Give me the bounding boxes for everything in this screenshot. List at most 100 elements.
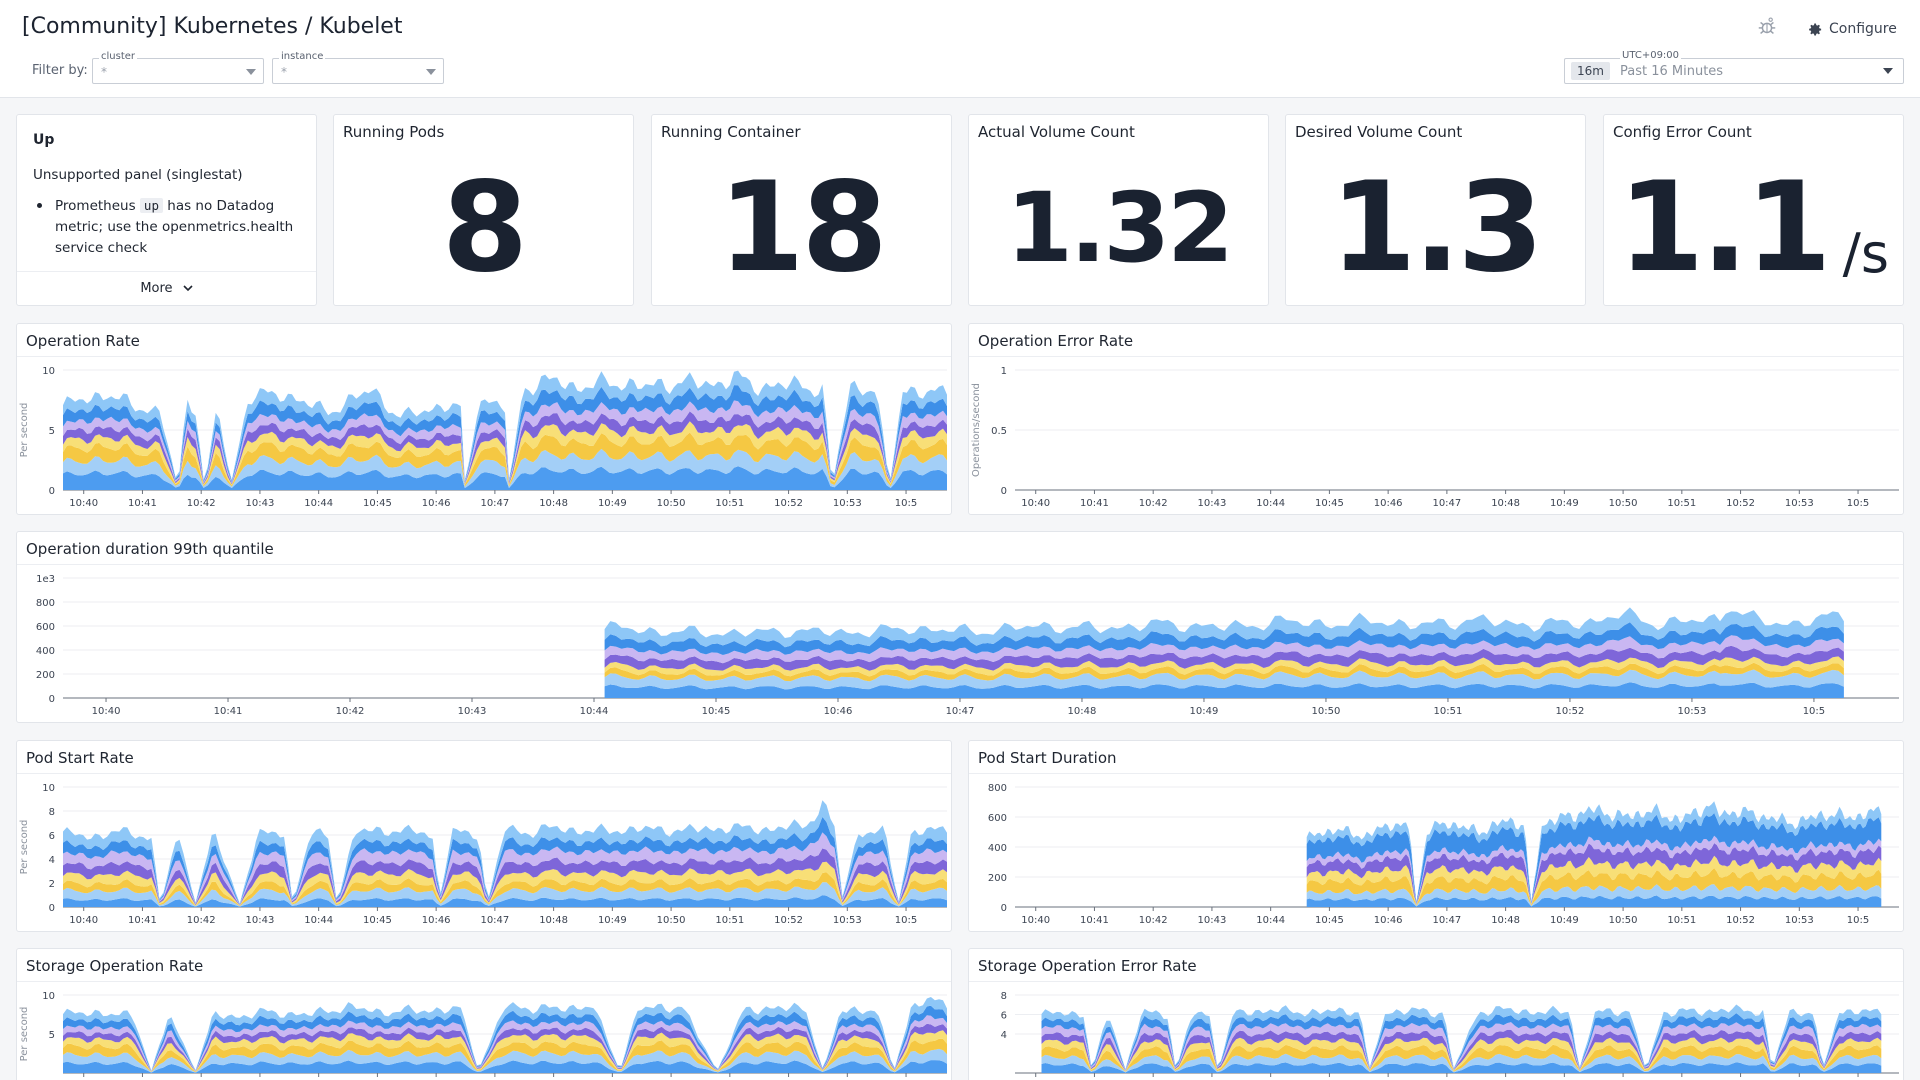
stat-panel-running-container: Running Container 18 xyxy=(651,114,952,306)
panel-title: Desired Volume Count xyxy=(1295,123,1463,141)
cluster-variable-value: * xyxy=(101,65,107,79)
x-tick-label: 10:5 xyxy=(1847,498,1869,509)
series-area xyxy=(63,1048,947,1073)
x-tick-label: 10:47 xyxy=(480,915,509,926)
series-area xyxy=(1306,855,1882,906)
y-tick-label: 0 xyxy=(1001,486,1007,497)
series-area xyxy=(604,662,1844,682)
x-tick-label: 10:53 xyxy=(1678,706,1707,717)
panel-divider xyxy=(969,773,1903,774)
y-tick-label: 0 xyxy=(49,903,55,914)
y-tick-label: 5 xyxy=(49,1030,55,1041)
x-tick-label: 10:48 xyxy=(1068,706,1097,717)
x-tick-label: 10:5 xyxy=(1803,706,1825,717)
instance-variable-select[interactable]: instance * xyxy=(272,51,444,84)
x-tick-label: 10:41 xyxy=(128,498,157,509)
series-area xyxy=(604,656,1844,677)
stat-value: 18 xyxy=(652,151,951,305)
x-tick-label: 10:46 xyxy=(1374,915,1403,926)
configure-button[interactable]: Configure xyxy=(1808,17,1897,41)
panel-title: Config Error Count xyxy=(1613,123,1752,141)
x-tick-label: 10:42 xyxy=(1139,498,1168,509)
x-tick-label: 10:44 xyxy=(304,915,333,926)
x-tick-label: 10:45 xyxy=(363,915,392,926)
panel-title: Operation duration 99th quantile xyxy=(26,540,274,558)
x-tick-label: 10:44 xyxy=(1256,498,1285,509)
operation-duration-panel: Operation duration 99th quantile 0 200 400… xyxy=(16,531,1904,723)
series-area xyxy=(1041,1029,1882,1071)
y-tick-label: 400 xyxy=(36,646,55,657)
cluster-variable-select[interactable]: cluster * xyxy=(92,51,264,84)
bug-icon[interactable] xyxy=(1756,16,1778,38)
panel-divider xyxy=(17,564,1903,565)
dashboard-title: [Community] Kubernetes / Kubelet xyxy=(22,14,403,39)
x-tick-label: 10:51 xyxy=(1434,706,1463,717)
y-tick-label: 0 xyxy=(1001,903,1007,914)
y-tick-label: 200 xyxy=(988,873,1007,884)
dashboard-header: [Community] Kubernetes / Kubelet Filter … xyxy=(0,0,1920,98)
x-tick-label: 10:47 xyxy=(946,706,975,717)
metric-code: up xyxy=(139,198,163,213)
x-tick-label: 10:40 xyxy=(69,915,98,926)
chevron-down-icon xyxy=(183,285,193,292)
panel-title: Storage Operation Error Rate xyxy=(978,957,1197,975)
series-area xyxy=(63,882,947,907)
y-tick-label: 4 xyxy=(1001,1030,1007,1041)
x-tick-label: 10:41 xyxy=(128,915,157,926)
x-tick-label: 10:45 xyxy=(702,706,731,717)
series-area xyxy=(63,1015,947,1072)
operation-error-rate-panel: Operation Error Rate 0 0.5 1 Operations/sec… xyxy=(968,323,1904,515)
x-tick-label: 10:5 xyxy=(1847,915,1869,926)
panel-title: Pod Start Duration xyxy=(978,749,1117,767)
stat-number: 1.1 xyxy=(1618,156,1832,300)
chevron-down-icon xyxy=(246,69,256,75)
series-area xyxy=(63,1060,947,1073)
bullet-prefix: Prometheus xyxy=(55,198,136,214)
series-area xyxy=(63,448,947,489)
x-tick-label: 10:51 xyxy=(715,498,744,509)
y-axis-label: Per second xyxy=(19,1007,30,1062)
stat-number: 1.32 xyxy=(1006,172,1234,284)
series-area xyxy=(63,895,947,907)
up-panel-title: Up xyxy=(33,132,55,148)
unsupported-panel-message: Unsupported panel (singlestat) xyxy=(33,167,243,183)
y-tick-label: 10 xyxy=(42,783,55,794)
series-area xyxy=(1041,1044,1882,1072)
more-button[interactable]: More xyxy=(17,281,316,296)
pod-start-duration-chart: 0 200 400 600 800 10:40 10:41 10:42 10:43 10:44 10… xyxy=(988,783,1899,926)
stat-value: 1.3 xyxy=(1286,151,1585,305)
x-tick-label: 10:47 xyxy=(480,498,509,509)
operation-rate-chart: 0 5 10 Per second 10:40 10:41 10:42 10:43 10:44 1… xyxy=(19,366,947,509)
series-area xyxy=(1306,813,1882,904)
series-area xyxy=(604,635,1844,664)
x-tick-label: 10:48 xyxy=(539,915,568,926)
x-tick-label: 10:45 xyxy=(363,498,392,509)
x-tick-label: 10:50 xyxy=(1312,706,1341,717)
filter-label: Filter by: xyxy=(32,63,88,78)
stat-value: 1.1/s xyxy=(1604,151,1903,305)
stat-unit: /s xyxy=(1842,222,1889,285)
operation-error-rate-chart: 0 0.5 1 Operations/second 10:40 10:41 10:42 10:… xyxy=(971,366,1899,509)
series-area xyxy=(63,1038,947,1073)
panel-title: Pod Start Rate xyxy=(26,749,134,767)
series-area xyxy=(63,400,947,484)
instance-variable-name: instance xyxy=(279,51,326,62)
y-tick-label: 5 xyxy=(49,426,55,437)
timeframe-label: Past 16 Minutes xyxy=(1620,64,1724,79)
series-area xyxy=(63,997,947,1071)
x-tick-label: 10:50 xyxy=(1609,915,1638,926)
x-tick-label: 10:52 xyxy=(774,498,803,509)
x-tick-label: 10:43 xyxy=(246,915,275,926)
y-tick-label: 800 xyxy=(36,598,55,609)
x-tick-label: 10:5 xyxy=(895,915,917,926)
stat-value: 1.32 xyxy=(969,151,1268,305)
x-tick-label: 10:43 xyxy=(458,706,487,717)
stat-value: 8 xyxy=(334,151,633,305)
x-tick-label: 10:48 xyxy=(1491,915,1520,926)
y-tick-label: 0 xyxy=(49,694,55,705)
y-axis-label: Per second xyxy=(19,820,30,875)
pod-start-rate-panel: Pod Start Rate 0 2 4 6 8 10 Per second 10:40 10:… xyxy=(16,740,952,932)
timeframe-selector[interactable]: 16m Past 16 Minutes xyxy=(1564,58,1904,84)
stat-number: 1.3 xyxy=(1330,156,1544,300)
